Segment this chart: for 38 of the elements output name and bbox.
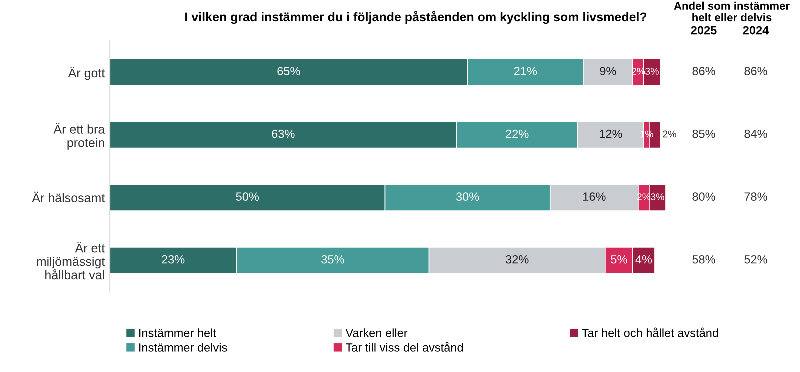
data-label: 9% <box>600 67 616 76</box>
data-label: 16% <box>584 192 606 202</box>
text: 84% <box>744 130 768 138</box>
y-tick-label: Är hälsosamt <box>32 192 106 203</box>
data-label: 35% <box>322 255 344 264</box>
legend-label: Tar till viss del avstånd <box>346 342 464 352</box>
legend-label: Instämmer helt <box>140 328 216 338</box>
legend-label: Varken eller <box>346 328 408 338</box>
text: 78% <box>744 192 768 202</box>
text: 52% <box>744 255 768 264</box>
data-label: 5% <box>611 255 628 264</box>
legend-label: Tar helt och hållet avstånd <box>582 328 718 338</box>
data-label: 12% <box>600 130 622 138</box>
data-label: 32% <box>506 255 529 264</box>
data-label: 4% <box>636 255 652 264</box>
data-label: 22% <box>506 130 529 138</box>
y-tick-label: Är ett bra protein <box>54 123 106 150</box>
text: Andel som instämmer helt eller delvis <box>674 2 790 22</box>
text: 85% <box>692 130 716 138</box>
text: 2024 <box>743 26 770 35</box>
text: 86% <box>744 67 768 76</box>
y-tick-label: Är ett miljömässigt hållbart val <box>37 242 106 280</box>
text: 58% <box>692 255 716 264</box>
data-label: 2% <box>663 130 676 138</box>
data-label: 3% <box>651 194 664 200</box>
legend-label: Instämmer delvis <box>140 343 228 352</box>
text: 86% <box>692 67 716 76</box>
text: 2025 <box>691 26 717 35</box>
chart-title: I vilken grad instämmer du i följande påståenden om kyckling som livsmedel? <box>186 11 647 24</box>
text: 80% <box>692 192 716 202</box>
data-label: 23% <box>162 255 185 264</box>
data-label: 65% <box>278 67 300 76</box>
data-label: 3% <box>646 68 659 75</box>
data-label: 30% <box>456 192 480 202</box>
data-label: 63% <box>272 130 295 138</box>
y-tick-label: Är gott <box>68 67 106 80</box>
data-label: 21% <box>514 67 538 76</box>
data-label: 50% <box>236 192 260 202</box>
